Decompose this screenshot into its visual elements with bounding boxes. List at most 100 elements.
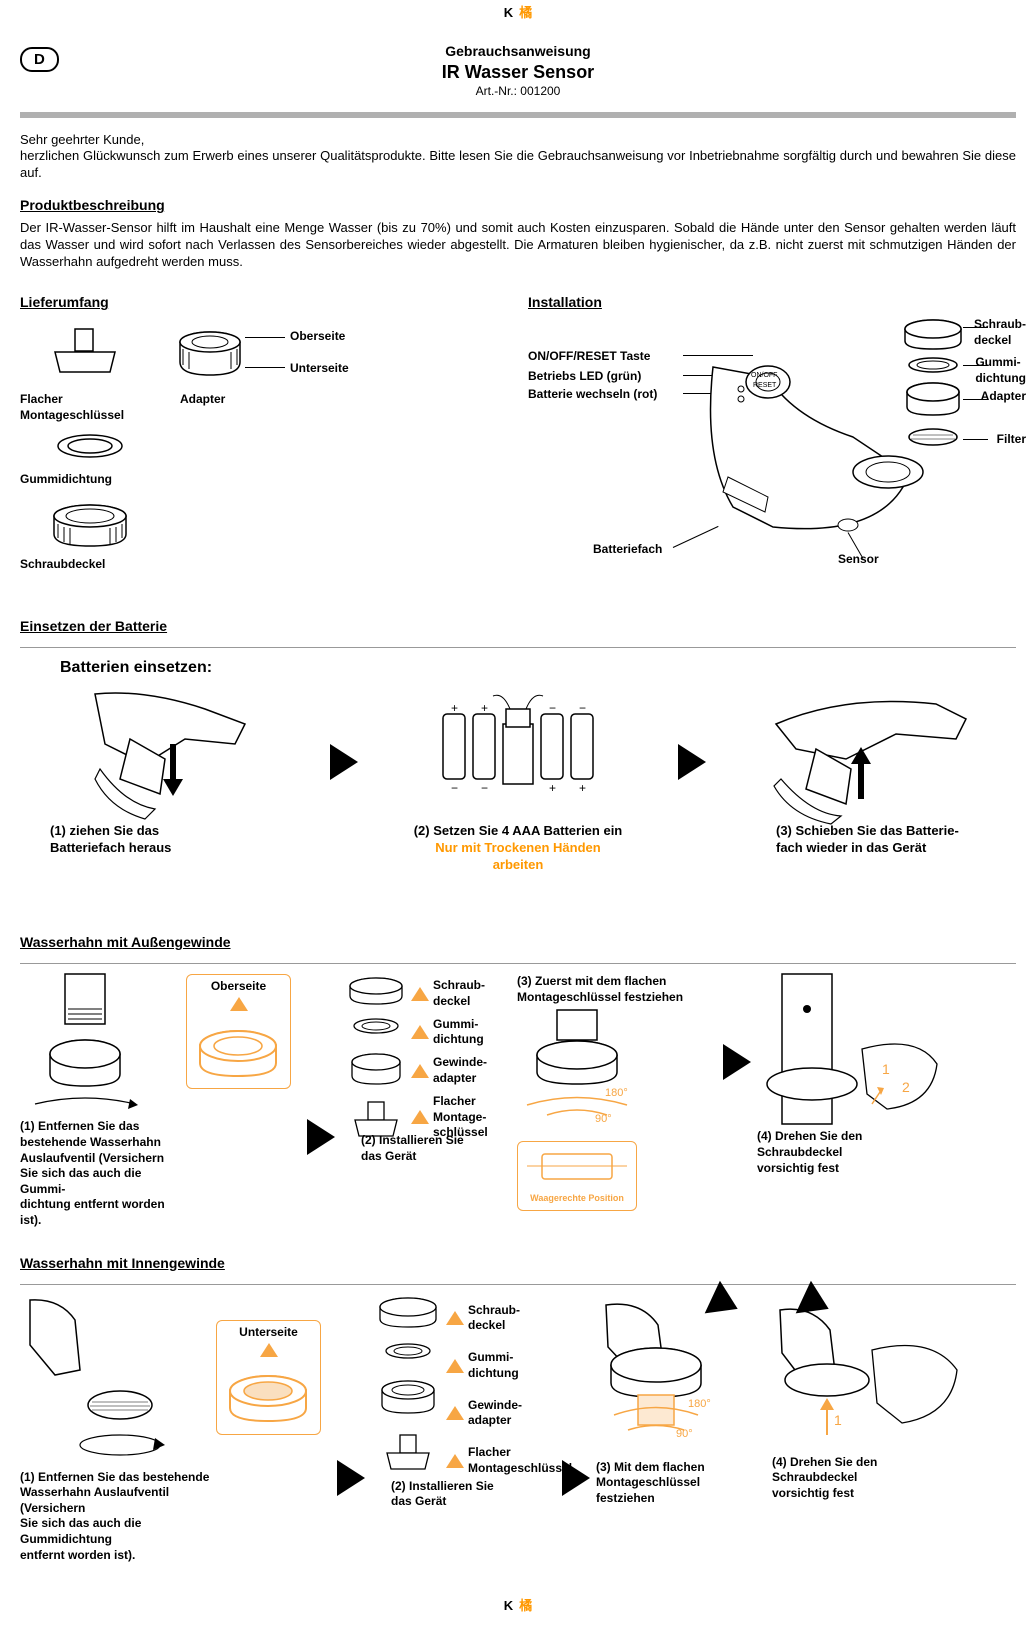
p-cap: Schraub- deckel — [433, 978, 485, 1008]
arrow-icon — [307, 1119, 335, 1155]
divider — [20, 963, 1016, 964]
faucet-int-title: Wasserhahn mit Innengewinde — [20, 1254, 225, 1272]
arrow-icon — [723, 1044, 751, 1080]
p-gasket: Gummi- dichtung — [433, 1017, 484, 1047]
step1-caption: (1) ziehen Sie das Batteriefach heraus — [50, 823, 320, 857]
svg-text:90°: 90° — [595, 1113, 612, 1125]
inset-label: Waagerechte Position — [520, 1193, 634, 1205]
scope-title: Lieferumfang — [20, 293, 109, 311]
int-step-3: 180° 90° (3) Mit dem flachen Montageschl… — [596, 1295, 766, 1507]
divider — [20, 1284, 1016, 1285]
int-step-4: 1 (4) Drehen Sie den Schraubdeckel vorsi… — [772, 1295, 972, 1502]
int-step-1: (1) Entfernen Sie das bestehende Wasserh… — [20, 1295, 210, 1563]
ext-s3-illus: 180° 90° — [517, 1010, 637, 1130]
svg-text:+: + — [451, 701, 458, 715]
battery-heading: Batterien einsetzen: — [60, 658, 1016, 679]
sensor-label: Sensor — [838, 552, 879, 568]
scope-col: Lieferumfang Flacher Montageschlüssel Ad… — [20, 279, 508, 587]
wrench-icon — [50, 327, 120, 382]
wrench-label: Flacher Montageschlüssel — [20, 392, 124, 423]
led2-label: Batterie wechseln (rot) — [528, 387, 657, 403]
ext-s1-illus — [20, 974, 150, 1114]
svg-text:+: + — [579, 781, 586, 795]
r-cap-label: Schraub- deckel — [974, 317, 1026, 348]
svg-text:180°: 180° — [605, 1087, 628, 1099]
svg-text:RESET: RESET — [753, 382, 777, 389]
ext-s4-illus: 1 2 — [757, 974, 947, 1124]
greeting-line1: Sehr geehrter Kunde, — [20, 132, 1016, 149]
ext-step-2: Schraub- deckel Gummi- dichtung Gewinde-… — [341, 974, 511, 1154]
scope-diagram: Flacher Montageschlüssel Adapter Obersei… — [20, 317, 508, 577]
button-text: ON/OFF — [751, 372, 777, 379]
crop-mark-bottom: K橘 — [20, 1593, 1016, 1620]
gasket-label: Gummidichtung — [20, 472, 112, 488]
header-article: Art.-Nr.: 001200 — [20, 84, 1016, 100]
faucet-int-steps: (1) Entfernen Sie das bestehende Wasserh… — [20, 1295, 1016, 1563]
greeting-line2: herzlichen Glückwunsch zum Erwerb eines … — [20, 148, 1016, 182]
r-gasket-label: Gummi- dichtung — [975, 355, 1026, 386]
crop-k: K — [504, 5, 513, 20]
svg-text:2: 2 — [902, 1079, 910, 1095]
ext-s4-caption: (4) Drehen Sie den Schraubdeckel vorsich… — [757, 1129, 947, 1176]
bottom-label: Unterseite — [290, 361, 349, 377]
ext-s1-caption: (1) Entfernen Sie das bestehende Wasserh… — [20, 1119, 180, 1228]
lang-badge: D — [20, 47, 59, 73]
faucet-ext-steps: (1) Entfernen Sie das bestehende Wasserh… — [20, 974, 1016, 1228]
p-adapter: Gewinde- adapter — [433, 1055, 487, 1085]
svg-text:−: − — [579, 701, 586, 715]
ext-step-1: (1) Entfernen Sie das bestehende Wasserh… — [20, 974, 180, 1228]
int-s1-caption: (1) Entfernen Sie das bestehende Wasserh… — [20, 1470, 210, 1564]
int-step-2: Schraub- deckel Gummi- dichtung Gewinde-… — [371, 1295, 556, 1495]
button-label: ON/OFF/RESET Taste — [528, 349, 650, 365]
exploded-stack — [898, 317, 968, 477]
int-s4-caption: (4) Drehen Sie den Schraubdeckel vorsich… — [772, 1455, 962, 1502]
crop-glyph: 橘 — [519, 1598, 532, 1613]
battery-section-title: Einsetzen der Batterie — [20, 617, 167, 635]
box-bottom-label: Unterseite — [221, 1325, 316, 1341]
crop-glyph: 橘 — [519, 5, 532, 20]
top-label: Oberseite — [290, 329, 345, 345]
step3-caption: (3) Schieben Sie das Batterie- fach wied… — [776, 823, 1016, 857]
ext-oberseite-box: Oberseite — [186, 974, 301, 1089]
cap-label: Schraubdeckel — [20, 557, 105, 573]
step2-caption-a: (2) Setzen Sie 4 AAA Batterien ein — [368, 823, 668, 840]
battery-steps: (1) ziehen Sie das Batteriefach heraus +… — [20, 689, 1016, 919]
unterseite-ring — [221, 1366, 316, 1436]
ext-step-3: (3) Zuerst mit dem flachen Montageschlüs… — [517, 974, 717, 1210]
crop-mark-top: K橘 — [20, 0, 1016, 27]
arrow-icon — [330, 744, 358, 780]
r-adapter-label: Adapter — [981, 389, 1026, 405]
int-s2-stack — [371, 1295, 446, 1495]
product-desc-text: Der IR-Wasser-Sensor hilft im Haushalt e… — [20, 220, 1016, 271]
int-s2-caption: (2) Installieren Sie das Gerät — [391, 1479, 494, 1510]
install-diagram: ON/OFF/RESET Taste Betriebs LED (grün) B… — [528, 317, 1016, 587]
battery-step-3: (3) Schieben Sie das Batterie- fach wied… — [716, 689, 1016, 857]
svg-text:−: − — [481, 781, 488, 795]
arrow-icon — [562, 1460, 590, 1496]
svg-text:180°: 180° — [688, 1398, 711, 1410]
install-title: Installation — [528, 293, 602, 311]
header-type: Gebrauchsanweisung — [20, 42, 1016, 60]
ext-s2-stack — [341, 974, 411, 1154]
divider — [20, 112, 1016, 118]
svg-text:+: + — [549, 781, 556, 795]
battery-label: Batteriefach — [593, 542, 662, 558]
product-desc-title: Produktbeschreibung — [20, 196, 165, 214]
ext-s2-caption: (2) Installieren Sie das Gerät — [361, 1133, 464, 1164]
crop-k: K — [504, 1598, 513, 1613]
svg-text:−: − — [451, 781, 458, 795]
svg-text:1: 1 — [882, 1061, 890, 1077]
step1-illus — [85, 684, 255, 824]
battery-step-2: ++ −− −− ++ (2) Setzen Sie 4 AAA Batteri… — [368, 689, 668, 874]
header: Gebrauchsanweisung IR Wasser Sensor Art.… — [20, 42, 1016, 99]
svg-text:−: − — [549, 701, 556, 715]
adapter-icon — [175, 327, 245, 382]
arrow-icon — [678, 744, 706, 780]
int-s1-illus — [20, 1295, 190, 1465]
pi-cap: Schraub- deckel — [468, 1303, 520, 1333]
adapter-label: Adapter — [180, 392, 225, 408]
int-s4-illus: 1 — [772, 1295, 962, 1455]
battery-step-1: (1) ziehen Sie das Batteriefach heraus — [20, 689, 320, 857]
install-col: Installation ON/OFF/RESET Taste Betriebs… — [528, 279, 1016, 587]
ext-s3-caption: (3) Zuerst mit dem flachen Montageschlüs… — [517, 974, 707, 1005]
